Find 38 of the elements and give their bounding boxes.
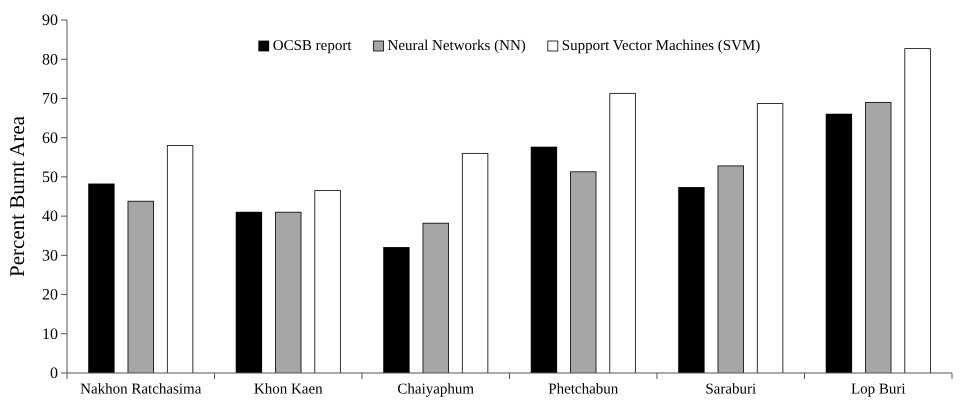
bar xyxy=(166,145,194,374)
bar xyxy=(530,146,558,374)
x-tick-label: Saraburi xyxy=(705,382,756,398)
bar xyxy=(756,103,784,374)
bar xyxy=(718,166,744,374)
x-tick-label: Khon Kaen xyxy=(254,382,324,398)
bar xyxy=(275,212,302,374)
y-axis-title: Percent Burnt Area xyxy=(5,115,29,277)
x-tick-label: Nakhon Ratchasima xyxy=(80,382,202,398)
y-tick-label: 80 xyxy=(42,51,58,68)
legend-label: Support Vector Machines (SVM) xyxy=(562,38,760,54)
bar xyxy=(236,212,262,374)
y-tick-label: 90 xyxy=(42,12,58,30)
legend-label: Neural Networks (NN) xyxy=(388,38,526,54)
bar xyxy=(826,114,852,374)
y-tick-label: 30 xyxy=(42,247,58,264)
bar xyxy=(678,187,705,374)
bar xyxy=(88,184,115,374)
y-tick-label: 60 xyxy=(42,130,58,147)
y-tick-label: 40 xyxy=(42,208,58,226)
bar xyxy=(609,92,636,374)
bar xyxy=(865,102,892,374)
x-tick-label: Chaiyaphum xyxy=(397,382,474,398)
y-tick-label: 10 xyxy=(42,326,58,343)
y-tick-label: 70 xyxy=(42,90,58,108)
y-tick-label: 50 xyxy=(42,169,58,186)
bar xyxy=(422,222,449,374)
x-tick-label: Lop Buri xyxy=(850,382,906,398)
bar xyxy=(462,152,488,374)
bar xyxy=(128,200,154,374)
y-tick-label: 0 xyxy=(50,365,58,382)
bar xyxy=(314,190,341,374)
bar xyxy=(904,48,931,374)
bar xyxy=(383,247,410,374)
y-tick-label: 20 xyxy=(42,286,58,304)
legend-label: OCSB report xyxy=(272,38,352,54)
x-tick-label: Phetchabun xyxy=(548,382,619,398)
bar xyxy=(570,171,596,374)
